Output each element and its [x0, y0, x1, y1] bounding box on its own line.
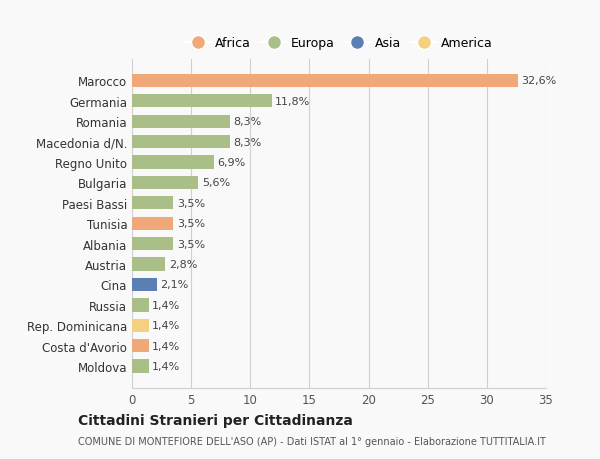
Text: 1,4%: 1,4%: [152, 341, 181, 351]
Bar: [132, 176, 198, 190]
Bar: [132, 258, 165, 271]
Text: 32,6%: 32,6%: [521, 76, 556, 86]
Text: 3,5%: 3,5%: [177, 219, 205, 229]
Text: 3,5%: 3,5%: [177, 198, 205, 208]
Legend: Africa, Europa, Asia, America: Africa, Europa, Asia, America: [181, 33, 497, 54]
Bar: [132, 278, 157, 291]
Text: COMUNE DI MONTEFIORE DELL'ASO (AP) - Dati ISTAT al 1° gennaio - Elaborazione TUT: COMUNE DI MONTEFIORE DELL'ASO (AP) - Dat…: [78, 437, 546, 446]
Text: 11,8%: 11,8%: [275, 96, 310, 106]
Text: Cittadini Stranieri per Cittadinanza: Cittadini Stranieri per Cittadinanza: [78, 414, 353, 428]
Bar: [132, 115, 230, 129]
Text: 3,5%: 3,5%: [177, 239, 205, 249]
Text: 2,1%: 2,1%: [160, 280, 188, 290]
Text: 5,6%: 5,6%: [202, 178, 230, 188]
Bar: [132, 360, 149, 373]
Bar: [132, 237, 173, 251]
Text: 2,8%: 2,8%: [169, 259, 197, 269]
Bar: [132, 75, 518, 88]
Text: 8,3%: 8,3%: [234, 117, 262, 127]
Bar: [132, 156, 214, 169]
Bar: [132, 339, 149, 353]
Text: 8,3%: 8,3%: [234, 137, 262, 147]
Bar: [132, 95, 272, 108]
Bar: [132, 197, 173, 210]
Bar: [132, 299, 149, 312]
Bar: [132, 217, 173, 230]
Text: 1,4%: 1,4%: [152, 361, 181, 371]
Bar: [132, 136, 230, 149]
Bar: [132, 319, 149, 332]
Text: 1,4%: 1,4%: [152, 320, 181, 330]
Text: 6,9%: 6,9%: [217, 158, 245, 168]
Text: 1,4%: 1,4%: [152, 300, 181, 310]
